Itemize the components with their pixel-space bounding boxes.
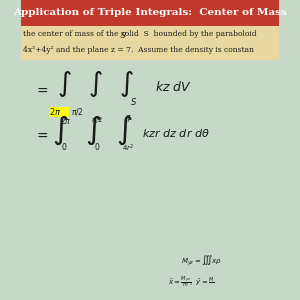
Text: $kzr \ dz \ dr \ d\theta$: $kzr \ dz \ dr \ d\theta$ [142,127,210,139]
FancyBboxPatch shape [21,0,279,26]
Text: $0$: $0$ [94,142,100,152]
Text: $kz \ dV$: $kz \ dV$ [155,80,192,94]
Text: $=$: $=$ [34,83,48,97]
Text: Application of Triple Integrals:  Center of Mass: Application of Triple Integrals: Center … [13,8,287,17]
Text: 4x²+4y² and the plane z = 7.  Assume the density is constan: 4x²+4y² and the plane z = 7. Assume the … [23,46,254,53]
Text: $\int$: $\int$ [88,69,103,99]
FancyBboxPatch shape [21,26,279,60]
Text: $\bar{x} = \frac{M_{yz}}{m}, \ \bar{y} = \frac{M}{\ }$: $\bar{x} = \frac{M_{yz}}{m}, \ \bar{y} =… [168,274,215,290]
Text: $\int$: $\int$ [57,69,72,99]
Text: $S$: $S$ [130,96,137,106]
FancyBboxPatch shape [50,106,68,117]
Text: $7$: $7$ [125,113,131,124]
Text: $\pi/2$: $\pi/2$ [91,115,103,125]
Text: $\int$: $\int$ [85,114,101,147]
Text: the center of mass of the solid  S  bounded by the paraboloid: the center of mass of the solid S bounde… [23,31,257,38]
Text: $\int$: $\int$ [119,69,134,99]
Text: $=$: $=$ [34,128,48,142]
Text: $4r^2$: $4r^2$ [122,143,134,154]
Text: $2\pi$: $2\pi$ [60,115,72,125]
Text: $2\pi$: $2\pi$ [50,106,62,117]
FancyBboxPatch shape [21,60,279,300]
Text: $\pi/2$: $\pi/2$ [71,106,84,117]
Text: $\int$: $\int$ [52,114,69,147]
Text: $0$: $0$ [61,142,68,152]
Text: $\int$: $\int$ [116,114,133,147]
Text: $\mathcal{S}$: $\mathcal{S}$ [119,29,127,40]
Text: $M_{yz} = \iiint x\rho$: $M_{yz} = \iiint x\rho$ [181,254,222,268]
